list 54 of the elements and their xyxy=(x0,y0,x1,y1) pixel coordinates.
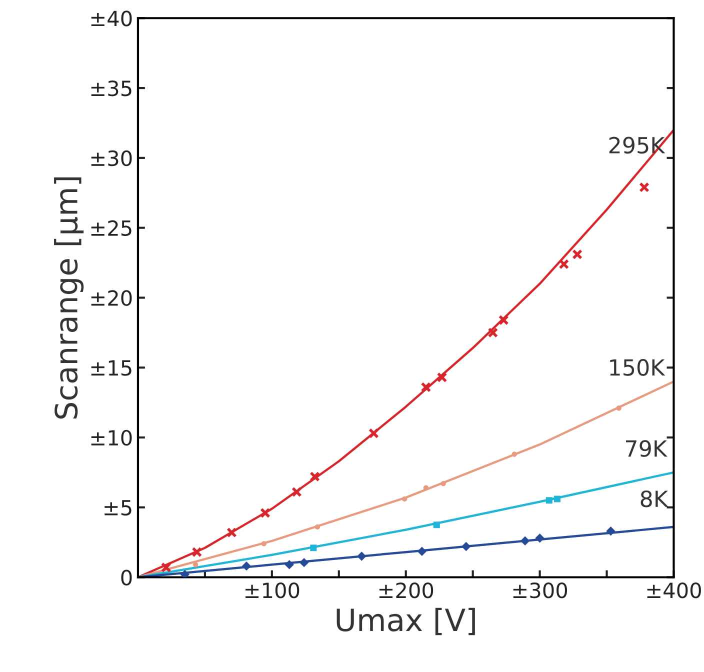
point xyxy=(558,258,570,270)
x-tick-label: ±400 xyxy=(647,582,701,598)
x-tick-label: ±300 xyxy=(513,582,568,598)
y-tick-label: ±5 xyxy=(104,500,132,516)
point xyxy=(512,452,517,457)
point xyxy=(554,496,560,502)
point xyxy=(520,536,530,546)
point xyxy=(192,546,202,558)
point xyxy=(616,406,622,411)
point xyxy=(417,546,427,556)
y-tick-label: ±10 xyxy=(91,430,132,446)
point xyxy=(242,561,252,571)
point xyxy=(436,372,448,383)
y-axis-title: Scanrange [µm] xyxy=(54,177,84,419)
point xyxy=(314,524,320,530)
point xyxy=(423,485,429,490)
point xyxy=(572,249,582,260)
point xyxy=(284,560,294,570)
y-tick-label: ±40 xyxy=(91,10,132,26)
point xyxy=(420,382,432,392)
y-tick-label: 0 xyxy=(121,570,132,586)
point xyxy=(488,327,498,338)
annotation: 150K xyxy=(610,359,666,376)
point xyxy=(261,541,266,546)
annotation: 8K xyxy=(640,490,668,508)
point xyxy=(260,508,270,518)
y-tick-label: ±35 xyxy=(91,80,132,96)
y-tick-label: ±30 xyxy=(91,150,132,166)
point xyxy=(546,497,552,504)
point xyxy=(310,471,320,482)
point xyxy=(498,314,509,326)
point xyxy=(368,428,379,438)
point xyxy=(310,544,317,552)
point xyxy=(462,542,471,552)
point xyxy=(357,552,366,561)
point xyxy=(299,558,309,568)
point xyxy=(606,526,616,536)
y-tick-label: ±25 xyxy=(91,220,132,236)
point xyxy=(160,562,172,573)
y-tick-label: ±15 xyxy=(91,360,132,376)
x-tick-label: ±100 xyxy=(246,582,300,598)
point xyxy=(535,534,544,543)
point xyxy=(402,496,408,502)
x-axis-title: Umax [V] xyxy=(336,608,475,636)
point xyxy=(639,182,650,192)
point xyxy=(226,527,237,538)
annotation: 79K xyxy=(626,440,668,457)
point xyxy=(440,481,446,486)
y-tick-label: ±20 xyxy=(91,290,132,306)
point xyxy=(292,486,302,498)
point xyxy=(192,562,198,568)
point xyxy=(180,570,190,578)
point xyxy=(433,522,440,528)
x-tick-label: ±200 xyxy=(379,582,434,598)
